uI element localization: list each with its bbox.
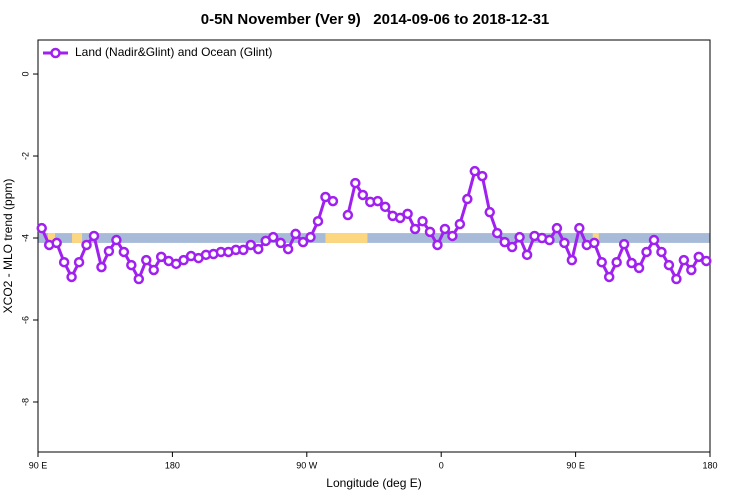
data-point <box>693 251 705 263</box>
data-point <box>671 273 682 285</box>
data-point <box>618 238 630 250</box>
data-point <box>439 223 451 235</box>
data-point <box>462 193 473 205</box>
data-point <box>477 170 488 182</box>
data-point <box>290 228 301 240</box>
data-point <box>626 257 637 269</box>
y-tick-label: -8 <box>20 398 30 406</box>
data-point <box>641 246 652 258</box>
data-point <box>66 271 77 283</box>
legend-marker <box>50 47 61 59</box>
data-point <box>118 246 130 258</box>
data-point <box>566 254 578 266</box>
data-point <box>574 222 585 234</box>
y-tick-label: 0 <box>20 72 30 77</box>
x-tick-label: 180 <box>702 460 717 470</box>
data-point <box>402 208 413 220</box>
data-point <box>678 254 690 266</box>
ocean-band <box>38 233 710 243</box>
data-point <box>58 256 70 268</box>
data-point <box>424 226 436 238</box>
y-axis-label: XCO2 - MLO trend (ppm) <box>1 179 15 314</box>
data-point <box>394 212 406 224</box>
land-band <box>48 233 56 243</box>
data-point <box>357 189 369 201</box>
data-point <box>454 218 466 230</box>
data-point <box>155 251 167 263</box>
data-point <box>514 231 525 243</box>
data-point <box>111 234 122 246</box>
plot-frame <box>37 39 711 453</box>
data-point <box>148 264 159 276</box>
data-point <box>282 243 294 255</box>
data-point <box>103 245 115 257</box>
y-tick-label: -4 <box>20 234 30 242</box>
data-point <box>469 165 481 177</box>
x-tick-label: 90 W <box>296 460 318 470</box>
y-tick-label: -6 <box>20 316 30 324</box>
x-tick-label: 90 E <box>566 460 585 470</box>
data-point <box>36 222 47 234</box>
data-point <box>141 254 152 266</box>
data-point <box>656 246 667 258</box>
data-point <box>589 237 600 249</box>
data-point <box>305 231 316 243</box>
data-point <box>417 215 428 227</box>
x-tick-label: 180 <box>165 460 180 470</box>
data-point <box>267 231 279 243</box>
data-point <box>245 239 257 251</box>
data-point <box>51 237 62 249</box>
data-point <box>238 244 249 256</box>
chart-title: 0-5N November (Ver 9) 2014-09-06 to 2018… <box>201 11 550 28</box>
data-point <box>350 177 361 189</box>
data-point <box>379 201 391 213</box>
data-point <box>88 230 100 242</box>
data-point <box>603 271 615 283</box>
data-point <box>133 273 145 285</box>
data-point <box>253 243 264 255</box>
data-point <box>663 259 675 271</box>
data-point <box>551 222 563 234</box>
data-point <box>506 241 518 253</box>
data-point <box>491 227 503 239</box>
data-point <box>342 209 354 221</box>
land-band <box>325 233 368 243</box>
data-point <box>686 264 697 276</box>
data-point <box>633 262 645 274</box>
data-point <box>447 230 458 242</box>
data-point <box>544 234 555 246</box>
data-point <box>596 256 607 268</box>
data-point <box>275 237 286 249</box>
data-point <box>327 195 339 207</box>
data-point <box>611 256 622 268</box>
data-point <box>372 195 383 207</box>
data-point <box>409 223 421 235</box>
x-tick-label: 90 E <box>29 460 48 470</box>
data-point <box>73 256 85 268</box>
x-axis-label: Longitude (deg E) <box>326 476 421 490</box>
data-point <box>432 239 443 251</box>
data-point <box>499 236 510 248</box>
data-point <box>96 261 107 273</box>
data-point <box>701 255 712 267</box>
legend-label: Land (Nadir&Glint) and Ocean (Glint) <box>75 45 272 59</box>
data-point <box>648 234 660 246</box>
data-point <box>178 254 189 266</box>
y-tick-label: -2 <box>20 152 30 160</box>
land-band <box>72 233 83 243</box>
data-point <box>320 191 331 203</box>
data-point <box>126 259 137 271</box>
x-tick-label: 0 <box>439 460 444 470</box>
data-point <box>297 236 309 248</box>
data-point <box>312 215 324 227</box>
data-point <box>521 249 533 261</box>
data-point <box>81 239 92 251</box>
data-point <box>484 206 495 218</box>
data-point <box>559 237 570 249</box>
